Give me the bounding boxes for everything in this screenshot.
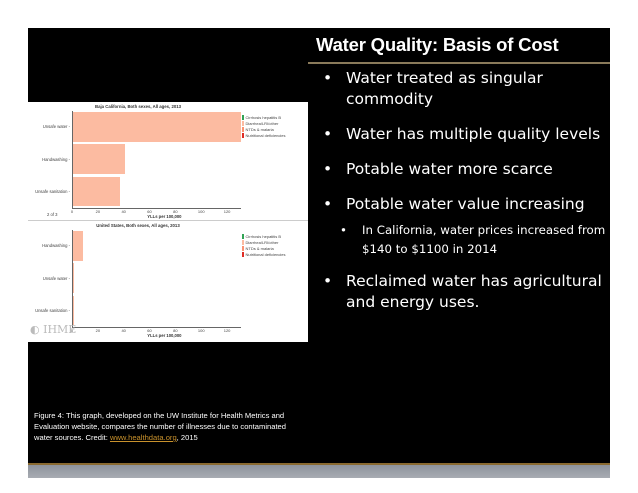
category-label: Unsafe sanitation - — [35, 188, 70, 194]
x-tick-label: 0 — [70, 209, 74, 214]
legend-item[interactable]: NTDs & malaria — [242, 245, 286, 251]
legend-item[interactable]: Nutritional deficiencies — [242, 132, 286, 138]
x-tick-label: 80 — [173, 209, 178, 214]
category-label: Unsafe water - — [42, 275, 70, 281]
legend-item[interactable]: Cirrhosis hepatitis B — [242, 114, 286, 120]
chart-panel: Baja California, Both sexes, All ages, 2… — [28, 102, 308, 220]
x-tick-label: 120 — [223, 209, 231, 214]
legend-swatch — [242, 126, 244, 132]
bullet-item: In California, water prices increased fr… — [310, 221, 610, 259]
chart-figure: Baja California, Both sexes, All ages, 2… — [28, 102, 308, 342]
bar[interactable] — [73, 231, 84, 261]
legend-swatch — [242, 233, 244, 239]
legend-item[interactable]: Diarrhea/LRI/other — [242, 120, 286, 126]
credit-link[interactable]: www.healthdata.org — [109, 433, 177, 442]
slide-title: Water Quality: Basis of Cost — [316, 34, 559, 55]
figure-caption: Figure 4: This graph, developed on the U… — [34, 410, 304, 443]
legend-label: NTDs & malaria — [245, 245, 274, 251]
legend-label: Nutritional deficiencies — [245, 251, 286, 257]
footer-divider — [28, 463, 610, 465]
slide: Water Quality: Basis of Cost Water treat… — [28, 28, 610, 465]
plot-area — [72, 111, 241, 209]
legend-label: Diarrhea/LRI/other — [245, 239, 279, 245]
legend-label: Cirrhosis hepatitis B — [245, 114, 282, 120]
legend-swatch — [242, 114, 244, 120]
x-tick-label: 40 — [121, 328, 126, 333]
bullet-item: Potable water more scarce — [310, 159, 610, 180]
legend-label: Nutritional deficiencies — [245, 132, 286, 138]
x-tick-label: 40 — [121, 209, 126, 214]
bullet-item: Water has multiple quality levels — [310, 124, 610, 145]
x-tick-label: 20 — [95, 209, 101, 214]
x-tick-label: 100 — [197, 328, 205, 333]
legend-item[interactable]: Diarrhea/LRI/other — [242, 239, 286, 245]
x-tick-label: 80 — [173, 328, 178, 333]
ihme-logo: ◐ IHME — [30, 323, 77, 336]
bar[interactable] — [73, 112, 241, 142]
chart-legend: Cirrhosis hepatitis B Diarrhea/LRI/other N… — [242, 233, 286, 257]
title-divider — [308, 62, 610, 64]
x-axis-label: YLLs per 100,000 — [147, 214, 182, 219]
category-label: Handwashing - — [42, 243, 70, 249]
legend-label: NTDs & malaria — [245, 126, 274, 132]
bar[interactable] — [73, 144, 125, 175]
x-tick-label: 60 — [147, 328, 152, 333]
x-tick-label: 120 — [223, 328, 231, 333]
legend-item[interactable]: Nutritional deficiencies — [242, 251, 286, 257]
bullet-item: Reclaimed water has agricultural and ene… — [310, 271, 610, 313]
x-tick-label: 0 — [70, 328, 74, 333]
legend-label: Diarrhea/LRI/other — [245, 120, 279, 126]
chart-legend: Cirrhosis hepatitis B Diarrhea/LRI/other N… — [242, 114, 286, 138]
bullet-item: Water treated as singular commodity — [310, 68, 610, 110]
legend-swatch — [242, 251, 244, 257]
caption-text: Figure 4: This graph, developed on the U… — [34, 411, 287, 442]
legend-swatch — [242, 239, 244, 245]
x-tick-label: 100 — [197, 209, 205, 214]
chart-title: Baja California, Both sexes, All ages, 2… — [94, 104, 182, 109]
category-label: Unsafe sanitation - — [35, 307, 70, 313]
legend-swatch — [242, 120, 244, 126]
legend-item[interactable]: NTDs & malaria — [242, 126, 286, 132]
chart-title: United States, Both sexes, All ages, 201… — [96, 223, 180, 228]
caption-suffix: , 2015 — [176, 433, 198, 442]
legend-item[interactable]: Cirrhosis hepatitis B — [242, 233, 286, 239]
footer-band — [28, 465, 610, 478]
legend-swatch — [242, 245, 244, 251]
bar[interactable] — [73, 176, 120, 207]
legend-label: Cirrhosis hepatitis B — [245, 233, 282, 239]
chart-panel: United States, Both sexes, All ages, 201… — [28, 220, 308, 342]
x-axis-label: YLLs per 100,000 — [147, 333, 182, 338]
x-tick-label: 60 — [147, 209, 152, 214]
plot-area — [72, 230, 241, 328]
bullet-list: Water treated as singular commodity Water… — [310, 68, 610, 327]
pager-label: 2 of 3 — [47, 212, 58, 217]
bullet-item: Potable water value increasing — [310, 194, 610, 215]
category-label: Unsafe water - — [42, 124, 70, 130]
category-label: Handwashing - — [42, 156, 70, 162]
x-tick-label: 20 — [95, 328, 101, 333]
legend-swatch — [242, 132, 244, 138]
